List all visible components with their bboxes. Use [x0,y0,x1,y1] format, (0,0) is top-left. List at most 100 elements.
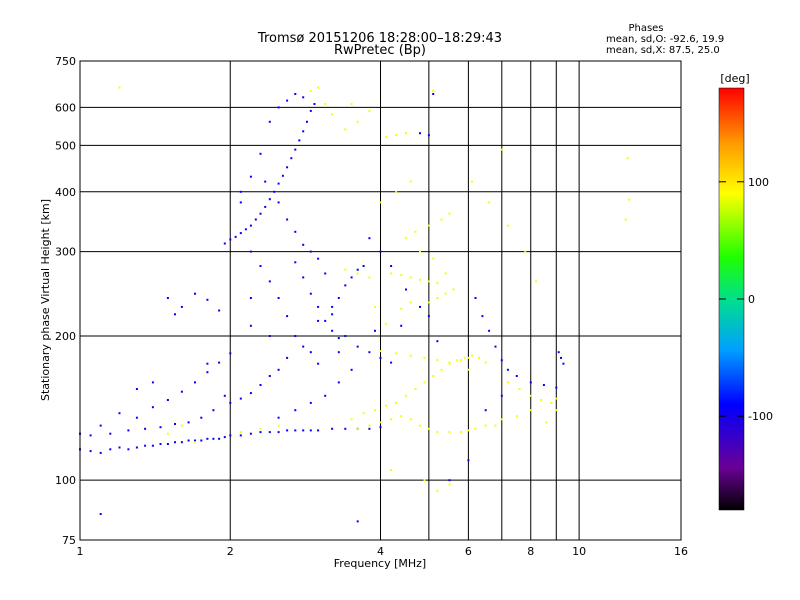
data-point-X [494,424,497,427]
data-point-O [174,423,176,425]
data-point-X [427,427,430,430]
colorbar-tick-label: 0 [748,293,755,306]
data-point-X [405,132,407,135]
data-point-O [249,224,252,227]
data-point-X [432,257,435,260]
data-point-O [135,446,138,449]
data-point-O [379,356,382,359]
data-point-O [356,520,359,523]
data-point-O [212,409,215,412]
data-point-O [337,381,340,384]
data-point-X [374,305,376,308]
data-point-X [379,421,382,424]
data-point-O [317,257,320,260]
data-point-O [344,335,347,337]
data-point-O [159,443,162,445]
data-point-O [331,427,334,430]
data-point-X [555,409,558,412]
data-point-X [456,359,459,362]
data-point-O [229,434,232,437]
data-point-O [277,368,280,371]
data-point-X [535,280,538,283]
data-point-X [414,388,417,390]
data-point-O [405,288,407,291]
y-tick-label: 500 [55,139,76,152]
data-point-O [268,335,271,337]
data-point-X [344,128,347,131]
data-point-O [302,130,305,133]
data-point-X [440,368,443,371]
data-point-O [239,434,242,437]
x-tick-label: 16 [674,545,688,558]
data-point-O [302,243,305,246]
data-point-O [337,337,340,340]
data-point-X [423,356,426,359]
data-point-O [218,437,221,440]
data-point-O [249,175,252,178]
data-point-O [350,276,353,279]
data-point-X [448,361,451,364]
data-point-X [405,237,407,240]
data-point-X [277,424,280,427]
data-point-O [331,329,334,332]
data-point-X [467,368,470,371]
plot-frame [79,60,682,541]
data-point-O [234,235,237,238]
data-point-O [187,439,190,442]
data-point-O [127,429,130,432]
x-tick-label: 8 [527,545,534,558]
data-point-O [368,427,371,430]
data-point-O [194,439,196,442]
data-point-O [419,132,421,135]
data-point-O [144,427,147,430]
data-point-X [409,354,412,357]
data-point-O [223,436,226,439]
data-point-X [628,198,631,201]
data-point-X [118,86,121,89]
data-point-O [350,368,353,371]
data-point-O [294,429,297,432]
data-point-O [331,313,334,316]
data-point-X [395,190,398,193]
data-point-O [390,265,393,267]
data-point-O [500,394,503,397]
data-point-O [557,351,560,354]
data-point-O [218,309,221,312]
data-point-O [239,397,242,400]
data-point-O [467,459,470,462]
x-tick-label: 1 [77,545,84,558]
legend-line-o: mean, sd,O: -92.6, 19.9 [606,34,724,45]
data-point-O [206,298,209,301]
data-point-O [264,180,267,183]
data-point-O [500,359,503,362]
data-point-X [484,424,487,427]
data-point-X [324,103,327,105]
data-point-X [436,282,439,284]
data-point-O [135,388,138,390]
data-point-O [294,93,297,95]
data-point-O [277,106,280,109]
data-point-X [448,483,451,486]
data-point-X [524,250,527,253]
data-point-O [268,375,271,377]
data-point-X [484,361,487,364]
data-point-O [324,394,327,397]
data-point-O [317,319,320,322]
data-point-X [452,288,455,291]
data-point-O [286,356,289,359]
data-point-X [467,356,470,359]
data-point-O [324,319,327,322]
data-point-X [463,356,466,359]
data-point-X [350,103,353,105]
data-point-O [259,384,262,386]
data-point-O [180,390,183,393]
data-point-O [268,431,271,434]
data-point-X [448,212,451,215]
data-point-O [187,421,190,424]
y-axis-label: Stationary phase Virtual Height [km] [39,199,52,401]
data-point-O [309,429,312,432]
data-point-X [419,424,421,427]
data-point-O [484,409,487,412]
data-point-O [127,448,130,451]
